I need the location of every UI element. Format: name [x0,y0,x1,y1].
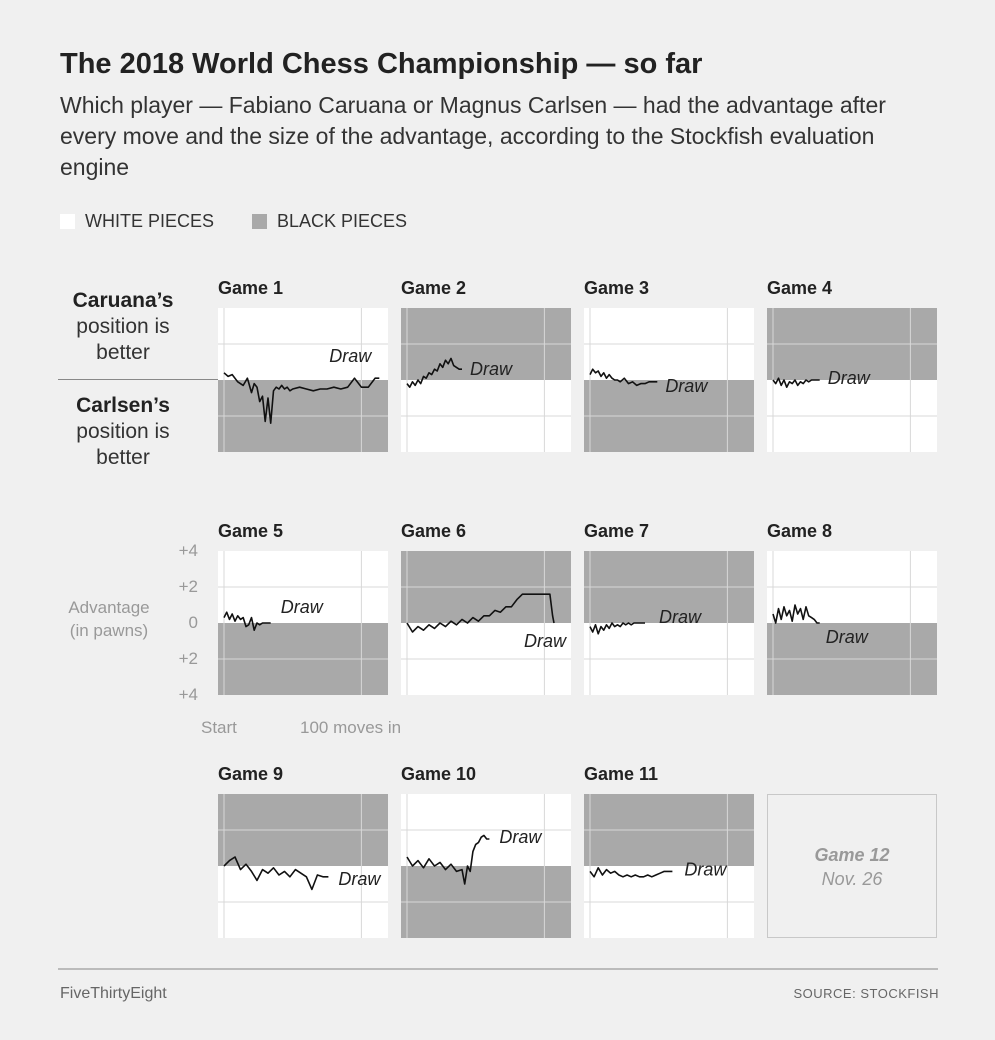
game-panel: Draw [218,308,388,452]
game-title: Game 5 [218,521,284,541]
result-label: Draw [329,346,372,366]
y-tick: +2 [178,649,198,668]
x-tick-100: 100 moves in [300,718,402,737]
x-tick-start: Start [201,718,237,737]
game-12-date: Nov. 26 [821,869,883,889]
result-label: Draw [338,869,381,889]
result-label: Draw [281,597,324,617]
game-panel: Draw [584,794,754,938]
carlsen-name: Carlsen’s [76,394,170,417]
game-title: Game 3 [584,278,650,298]
game-panel: Draw [767,551,937,695]
evaluation-line [406,357,462,388]
evaluation-line [223,611,271,631]
carlsen-better-label: Carlsen’s position is better [58,393,188,471]
game-title: Game 9 [218,764,284,784]
y-axis-label-line-2: (in pawns) [69,621,149,640]
evaluation-line [223,372,380,424]
evaluation-line [772,604,820,624]
game-panel: Draw [218,794,388,938]
footer-rule [58,968,938,970]
y-axis-label-line-1: Advantage [68,598,150,617]
game-panel: Draw [401,794,571,938]
game-panel: Draw [218,551,388,695]
game-panel: Draw [401,308,571,452]
y-tick: +4 [178,541,198,560]
evaluation-line [589,368,658,387]
result-label: Draw [684,859,727,879]
result-label: Draw [665,376,708,396]
caruana-better-label: Caruana’s position is better [58,288,188,366]
caruana-name: Caruana’s [72,289,174,312]
game-title: Game 8 [767,521,833,541]
result-label: Draw [499,827,542,847]
source-label: SOURCE: STOCKFISH [793,986,939,1001]
carlsen-line-3: better [96,446,150,469]
legend-swatch-white [60,214,75,229]
game-title: Game 10 [401,764,477,784]
evaluation-line [589,622,645,635]
game-panel: Draw [584,551,754,695]
result-label: Draw [470,359,513,379]
evaluation-line [406,593,555,633]
carlsen-line-2: position is [76,420,170,443]
legend-label-black: BLACK PIECES [277,211,408,231]
evaluation-line [772,377,820,388]
game-panel: Draw [584,308,754,452]
evaluation-line [589,867,673,878]
game-title: Game 11 [584,764,659,784]
game-title: Game 7 [584,521,650,541]
y-axis-label: Advantage (in pawns) [54,596,164,642]
result-label: Draw [524,631,567,651]
game-panel: Draw [767,308,937,452]
caruana-line-3: better [96,341,150,364]
zero-separator [58,379,218,380]
game-12-title: Game 12 [814,845,890,865]
result-label: Draw [828,368,871,388]
game-title: Game 6 [401,521,467,541]
chart-title: The 2018 World Chess Championship — so f… [60,48,703,80]
brand-label: FiveThirtyEight [60,985,167,1002]
result-label: Draw [659,607,702,627]
y-tick: 0 [188,613,198,632]
y-tick: +4 [178,685,198,704]
legend-label-white: WHITE PIECES [85,211,215,231]
caruana-line-2: position is [76,315,170,338]
y-tick: +2 [178,577,198,596]
legend: WHITE PIECES BLACK PIECES [60,211,407,232]
evaluation-line [406,834,490,885]
game-12-placeholder: Game 12 Nov. 26 [767,794,937,938]
chart-subtitle: Which player — Fabiano Caruana or Magnus… [60,92,886,180]
game-title: Game 4 [767,278,833,298]
game-title: Game 2 [401,278,467,298]
game-title: Game 1 [218,278,284,298]
game-panel: Draw [401,551,571,695]
legend-swatch-black [252,214,268,229]
evaluation-line [223,856,329,891]
result-label: Draw [826,627,869,647]
